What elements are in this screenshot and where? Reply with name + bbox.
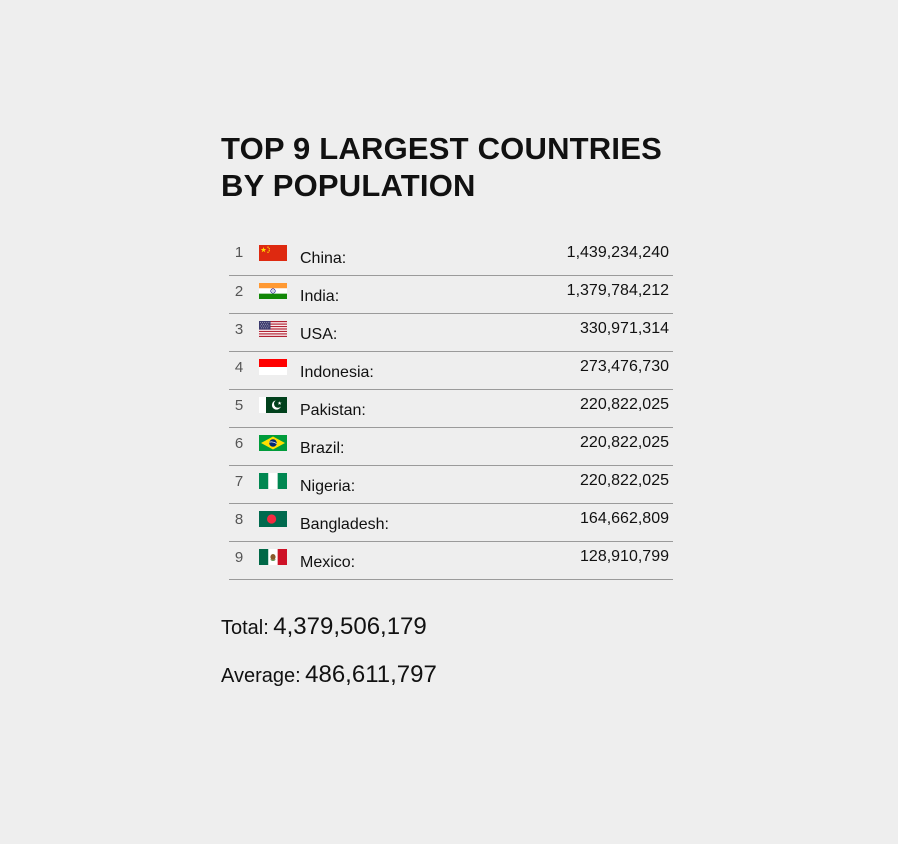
country-name: China: xyxy=(300,249,347,267)
bangladesh-flag-icon xyxy=(259,511,287,527)
nigeria-flag-icon xyxy=(259,473,287,489)
country-population: 128,910,799 xyxy=(580,548,669,565)
country-row: 8 Bangladesh: 164,662,809 xyxy=(229,503,673,541)
country-population: 330,971,314 xyxy=(580,320,669,337)
country-row: 7 Nigeria: 220,822,025 xyxy=(229,465,673,503)
india-flag-icon xyxy=(259,283,287,299)
rank-number: 9 xyxy=(234,548,244,566)
country-list: 1 China: 1,439,234,240 2 xyxy=(229,237,673,580)
country-name: Bangladesh: xyxy=(300,516,389,533)
total-line: Total: 4,379,506,179 xyxy=(221,610,681,658)
title-line-1: TOP 9 LARGEST COUNTRIES xyxy=(221,131,662,166)
rank-number: 1 xyxy=(234,244,244,262)
country-name: Brazil: xyxy=(300,440,345,457)
country-name: Nigeria: xyxy=(300,478,356,495)
country-row: 9 Mexico: 128,910,799 xyxy=(229,541,673,579)
rank-number: 5 xyxy=(234,396,244,414)
rank-number: 7 xyxy=(234,472,244,490)
country-population: 164,662,809 xyxy=(580,510,669,527)
country-name: USA: xyxy=(300,326,338,343)
title-line-2: BY POPULATION xyxy=(221,168,476,203)
country-population: 273,476,730 xyxy=(580,358,669,375)
rank-number: 4 xyxy=(234,358,244,376)
average-value: 486,611,797 xyxy=(305,660,437,688)
page-title: TOP 9 LARGEST COUNTRIES BY POPULATION xyxy=(221,130,681,204)
country-name: India: xyxy=(300,288,340,305)
country-row: 6 Brazil: 220,822,025 xyxy=(229,427,673,465)
country-row: 5 Pakistan: 220,822,025 xyxy=(229,389,673,427)
pakistan-flag-icon xyxy=(259,397,287,413)
country-population: 220,822,025 xyxy=(580,472,669,489)
country-population: 220,822,025 xyxy=(580,434,669,451)
country-name: Indonesia: xyxy=(300,364,374,381)
total-value: 4,379,506,179 xyxy=(273,612,427,640)
indonesia-flag-icon xyxy=(259,359,287,375)
country-row: 3 xyxy=(229,313,673,351)
rank-number: 8 xyxy=(234,510,244,528)
average-line: Average: 486,611,797 xyxy=(221,658,681,706)
country-population: 1,439,234,240 xyxy=(566,243,669,261)
rank-number: 6 xyxy=(234,434,244,452)
country-name: Mexico: xyxy=(300,554,356,571)
mexico-flag-icon xyxy=(259,549,287,565)
usa-flag-icon xyxy=(259,321,287,337)
country-row: 1 China: 1,439,234,240 xyxy=(229,237,673,275)
rank-number: 2 xyxy=(234,282,244,300)
china-flag-icon xyxy=(259,244,287,261)
brazil-flag-icon xyxy=(259,435,287,451)
total-label: Total: xyxy=(221,616,269,639)
country-population: 220,822,025 xyxy=(580,396,669,413)
rank-number: 3 xyxy=(234,320,244,338)
summary-section: Total: 4,379,506,179 Average: 486,611,79… xyxy=(221,610,681,706)
country-row: 2 India: 1,379,784,212 xyxy=(229,275,673,313)
average-label: Average: xyxy=(221,664,301,687)
population-card: TOP 9 LARGEST COUNTRIES BY POPULATION 1 xyxy=(221,130,681,706)
country-name: Pakistan: xyxy=(300,402,366,419)
country-population: 1,379,784,212 xyxy=(566,282,669,299)
country-row: 4 Indonesia: 273,476,730 xyxy=(229,351,673,389)
